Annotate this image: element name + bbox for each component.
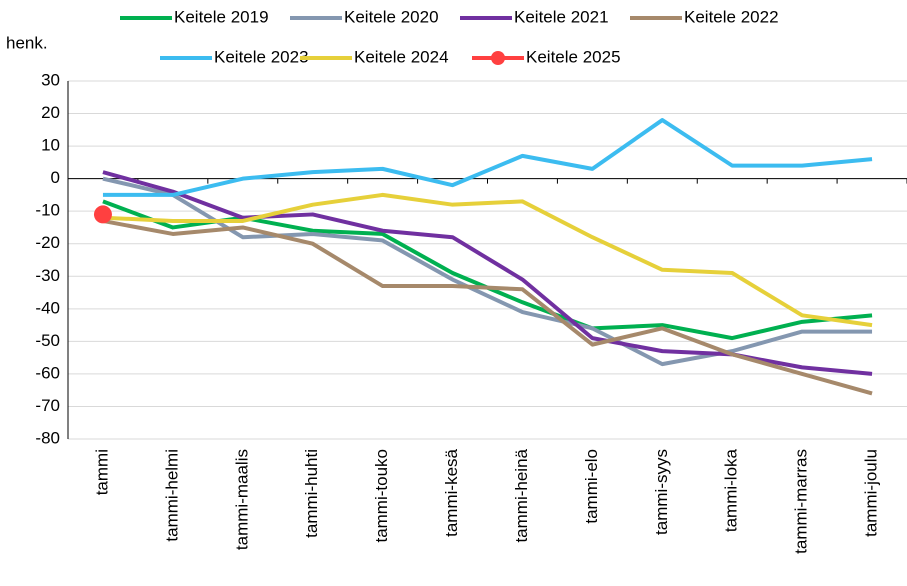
- legend-label: Keitele 2021: [514, 7, 609, 26]
- y-tick-label: -60: [35, 363, 60, 382]
- legend-label: Keitele 2024: [354, 47, 449, 66]
- x-tick-label: tammi-touko: [372, 449, 391, 543]
- x-tick-label: tammi-joulu: [862, 449, 881, 537]
- y-axis-label: henk.: [6, 33, 48, 52]
- y-tick-label: -70: [35, 396, 60, 415]
- series-line: [102, 118, 873, 197]
- x-tick-label: tammi-helmi: [162, 449, 181, 542]
- x-tick-label: tammi-elo: [582, 449, 601, 524]
- y-tick-label: -80: [35, 428, 60, 447]
- legend-label: Keitele 2019: [174, 7, 269, 26]
- x-tick-label: tammi-syys: [652, 449, 671, 535]
- y-tick-label: -50: [35, 331, 60, 350]
- x-tick-label: tammi-maalis: [232, 449, 251, 550]
- x-tick-label: tammi-marras: [792, 449, 811, 554]
- y-tick-label: -40: [35, 298, 60, 317]
- series-line: [102, 192, 873, 328]
- y-tick-label: 0: [51, 168, 60, 187]
- legend-label: Keitele 2025: [526, 47, 621, 66]
- y-tick-label: -20: [35, 233, 60, 252]
- legend-label: Keitele 2022: [684, 7, 779, 26]
- y-tick-label: -10: [35, 201, 60, 220]
- y-tick-label: 30: [41, 70, 60, 89]
- series-line: [102, 218, 873, 396]
- y-tick-label: 20: [41, 103, 60, 122]
- series-marker: [93, 205, 112, 224]
- y-tick-label: -30: [35, 266, 60, 285]
- x-tick-label: tammi-kesä: [442, 448, 461, 536]
- legend-marker: [491, 51, 505, 65]
- x-tick-label: tammi-heinä: [512, 448, 531, 542]
- x-tick-label: tammi-loka: [722, 448, 741, 532]
- x-tick-label: tammi-huhti: [302, 449, 321, 538]
- x-tick-label: tammi: [92, 449, 111, 495]
- legend-label: Keitele 2023: [214, 47, 309, 66]
- legend-label: Keitele 2020: [344, 7, 439, 26]
- y-tick-label: 10: [41, 136, 60, 155]
